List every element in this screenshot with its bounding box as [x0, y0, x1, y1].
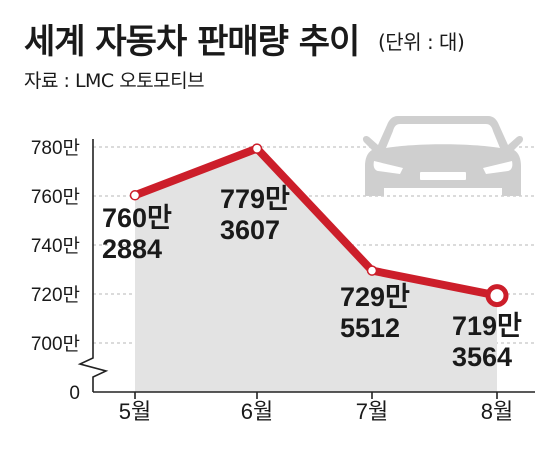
- data-labels: 760만 2884 779만 3607 729만 5512 719만 3564: [102, 184, 522, 372]
- y-tick-label: 720만: [31, 284, 80, 306]
- car-grille: [420, 172, 466, 180]
- series-line: [131, 144, 501, 300]
- data-point: [251, 143, 263, 154]
- y-tick-label: 700만: [31, 333, 80, 355]
- x-tick-label: 6월: [241, 399, 273, 424]
- x-axis-tick-labels: 5월 6월 7월 8월: [119, 399, 513, 424]
- car-windshield: [386, 124, 500, 148]
- car-headlight-left: [373, 161, 403, 174]
- data-point: [366, 265, 378, 276]
- data-label: 779만 3607: [220, 184, 290, 245]
- x-tick-label: 5월: [119, 399, 151, 424]
- y-tick-label: 740만: [31, 235, 80, 257]
- axes: [77, 139, 535, 399]
- data-label-man: 719만: [452, 311, 522, 341]
- data-label-units: 5512: [340, 313, 400, 343]
- y-tick-label: 780만: [31, 137, 80, 159]
- y-tick-label: 760만: [31, 186, 80, 208]
- data-label-man: 760만: [102, 203, 172, 233]
- data-points: [129, 143, 509, 308]
- data-label-man: 779만: [220, 184, 290, 214]
- series-area: [135, 148, 497, 392]
- x-tick-label: 7월: [356, 399, 388, 424]
- unit-label: (단위 : 대): [378, 30, 465, 54]
- data-label: 729만 5512: [340, 282, 410, 343]
- car-headlight-right: [483, 161, 513, 174]
- x-tick-label: 8월: [481, 399, 513, 424]
- data-label: 760만 2884: [102, 203, 172, 264]
- chart-title: 세계 자동차 판매량 추이: [24, 22, 360, 62]
- area-fill-layer: [135, 148, 497, 392]
- source-label: 자료 : LMC 오토모티브: [24, 70, 205, 92]
- data-point: [129, 190, 141, 201]
- y-axis-line: [77, 139, 109, 392]
- data-label: 719만 3564: [452, 311, 522, 372]
- data-label-units: 3607: [220, 215, 280, 245]
- series-line-layer: [131, 144, 501, 300]
- car-icon: [362, 116, 524, 196]
- y-tick-label: 0: [69, 383, 80, 404]
- highlighted-data-point: [485, 284, 509, 308]
- data-label-units: 2884: [102, 234, 162, 264]
- y-axis-tick-labels: 780만 760만 740만 720만 700만 0: [31, 137, 80, 404]
- data-label-units: 3564: [452, 342, 512, 372]
- data-label-man: 729만: [340, 282, 410, 312]
